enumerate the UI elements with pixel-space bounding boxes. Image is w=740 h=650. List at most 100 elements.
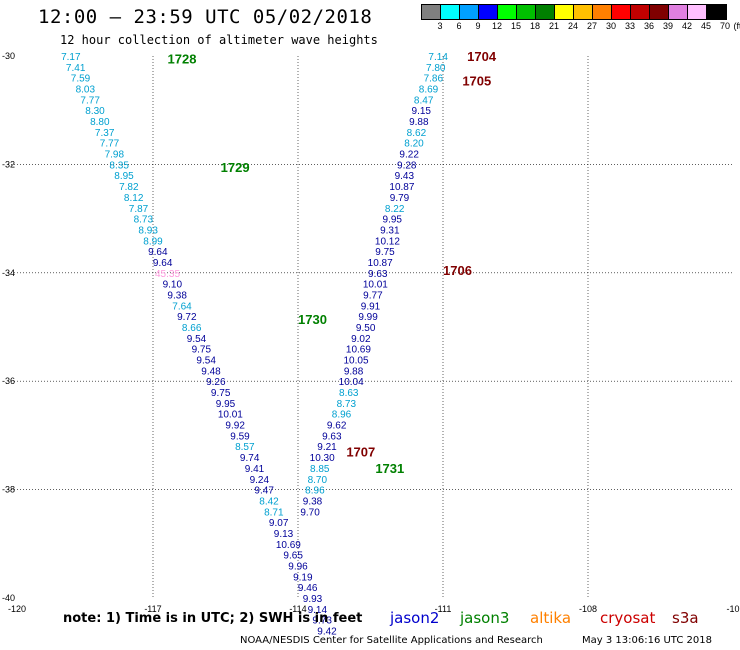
swh-value-label: 9.92 <box>225 421 245 432</box>
legend-label: 6 <box>456 21 462 31</box>
swh-value-label: 7.41 <box>66 63 86 74</box>
swh-value-label: 9.24 <box>250 475 270 486</box>
swh-value-label: 9.75 <box>211 388 231 399</box>
swh-value-label: 7.86 <box>424 74 444 85</box>
swh-value-label: 9.63 <box>322 431 342 442</box>
swh-value-label: 9.31 <box>380 225 400 236</box>
footer-credit: NOAA/NESDIS Center for Satellite Applica… <box>240 635 543 646</box>
lon-tick-label: -120 <box>8 604 26 614</box>
swh-value-label: 8.47 <box>414 95 434 106</box>
swh-value-label: 9.62 <box>327 421 347 432</box>
swh-value-label: 8.22 <box>385 204 405 215</box>
swh-value-label: 7.98 <box>105 150 125 161</box>
swh-value-label: 8.03 <box>76 85 96 96</box>
swh-value-label: 7.80 <box>426 63 446 74</box>
legend-swatch <box>707 5 726 19</box>
swh-value-label: 45.35 <box>155 269 180 280</box>
swh-value-label: 9.63 <box>368 269 388 280</box>
legend-label: 42 <box>681 21 693 31</box>
swh-value-label: 8.71 <box>264 507 284 518</box>
swh-value-label: 9.74 <box>240 453 260 464</box>
swh-value-label: 9.43 <box>395 171 415 182</box>
swh-value-label: 9.38 <box>167 290 187 301</box>
swh-value-label: 10.05 <box>343 356 368 367</box>
legend-label: 45 <box>700 21 712 31</box>
swh-value-label: 9.96 <box>288 561 308 572</box>
swh-value-label: 9.75 <box>375 247 395 258</box>
swh-value-label: 9.28 <box>397 160 417 171</box>
legend-label: 39 <box>662 21 674 31</box>
swh-value-label: 9.10 <box>163 280 183 291</box>
legend-swatch <box>650 5 669 19</box>
swh-value-label: 9.93 <box>303 594 323 605</box>
lat-tick-label: -34 <box>2 268 15 278</box>
legend-swatch <box>498 5 517 19</box>
swh-value-label: 9.15 <box>412 106 432 117</box>
swh-value-label: 10.69 <box>276 540 301 551</box>
swh-value-label: 10.01 <box>218 410 243 421</box>
swh-value-label: 7.17 <box>61 52 81 63</box>
swh-value-label: 9.54 <box>187 334 207 345</box>
pass-time-label: 1705 <box>462 73 491 88</box>
legend-label: 36 <box>643 21 655 31</box>
pass-time-label: 1706 <box>443 263 472 278</box>
swh-value-label: 9.64 <box>148 247 168 258</box>
swh-value-label: 8.99 <box>143 236 163 247</box>
swh-value-label: 9.46 <box>298 583 318 594</box>
swh-value-label: 7.82 <box>119 182 139 193</box>
swh-value-label: 9.26 <box>206 377 226 388</box>
legend-swatch <box>631 5 650 19</box>
swh-value-label: 9.70 <box>300 507 320 518</box>
lat-tick-label: -38 <box>2 485 15 495</box>
pass-time-label: 1707 <box>346 445 375 460</box>
swh-value-label: 9.91 <box>361 301 381 312</box>
pass-time-label: 1731 <box>375 461 404 476</box>
swh-value-label: 9.48 <box>201 366 221 377</box>
legend-label: 27 <box>586 21 598 31</box>
swh-value-label: 7.77 <box>100 139 120 150</box>
legend-label: 24 <box>567 21 579 31</box>
swh-value-label: 9.64 <box>153 258 173 269</box>
satellite-label-jason2: jason2 <box>390 609 440 627</box>
legend-swatch <box>517 5 536 19</box>
swh-value-label: 9.73 <box>312 616 332 627</box>
swh-value-label: 8.73 <box>134 215 154 226</box>
swh-value-label: 10.69 <box>346 345 371 356</box>
legend-label: 18 <box>529 21 541 31</box>
legend-swatch <box>593 5 612 19</box>
swh-value-label: 8.42 <box>259 496 279 507</box>
legend-label: 15 <box>510 21 522 31</box>
swh-value-label: 9.75 <box>192 345 212 356</box>
legend-label: 70 <box>719 21 731 31</box>
color-scale-legend <box>421 4 727 20</box>
swh-value-label: 9.72 <box>177 312 197 323</box>
pass-time-label: 1730 <box>298 312 327 327</box>
swh-value-label: 10.12 <box>375 236 400 247</box>
swh-value-label: 9.02 <box>351 334 371 345</box>
swh-value-label: 9.59 <box>230 431 250 442</box>
legend-swatch <box>536 5 555 19</box>
swh-value-label: 9.13 <box>274 529 294 540</box>
lat-tick-label: -36 <box>2 376 15 386</box>
swh-value-label: 8.20 <box>404 139 424 150</box>
swh-value-label: 9.77 <box>363 290 383 301</box>
swh-value-label: 8.93 <box>138 225 158 236</box>
swh-value-label: 8.80 <box>90 117 110 128</box>
swh-value-label: 7.59 <box>71 74 91 85</box>
swh-value-label: 8.12 <box>124 193 144 204</box>
footer-timestamp: May 3 13:06:16 UTC 2018 <box>582 635 712 646</box>
swh-value-label: 9.14 <box>308 605 328 616</box>
swh-value-label: 9.07 <box>269 518 289 529</box>
swh-value-label: 8.95 <box>114 171 134 182</box>
legend-swatch <box>612 5 631 19</box>
swh-value-label: 9.21 <box>317 442 337 453</box>
legend-swatch <box>688 5 707 19</box>
swh-value-label: 9.95 <box>216 399 236 410</box>
swh-value-label: 9.79 <box>390 193 410 204</box>
lat-tick-label: -40 <box>2 593 15 603</box>
legend-swatch <box>479 5 498 19</box>
legend-swatch <box>422 5 441 19</box>
swh-value-label: 7.14 <box>428 52 448 63</box>
